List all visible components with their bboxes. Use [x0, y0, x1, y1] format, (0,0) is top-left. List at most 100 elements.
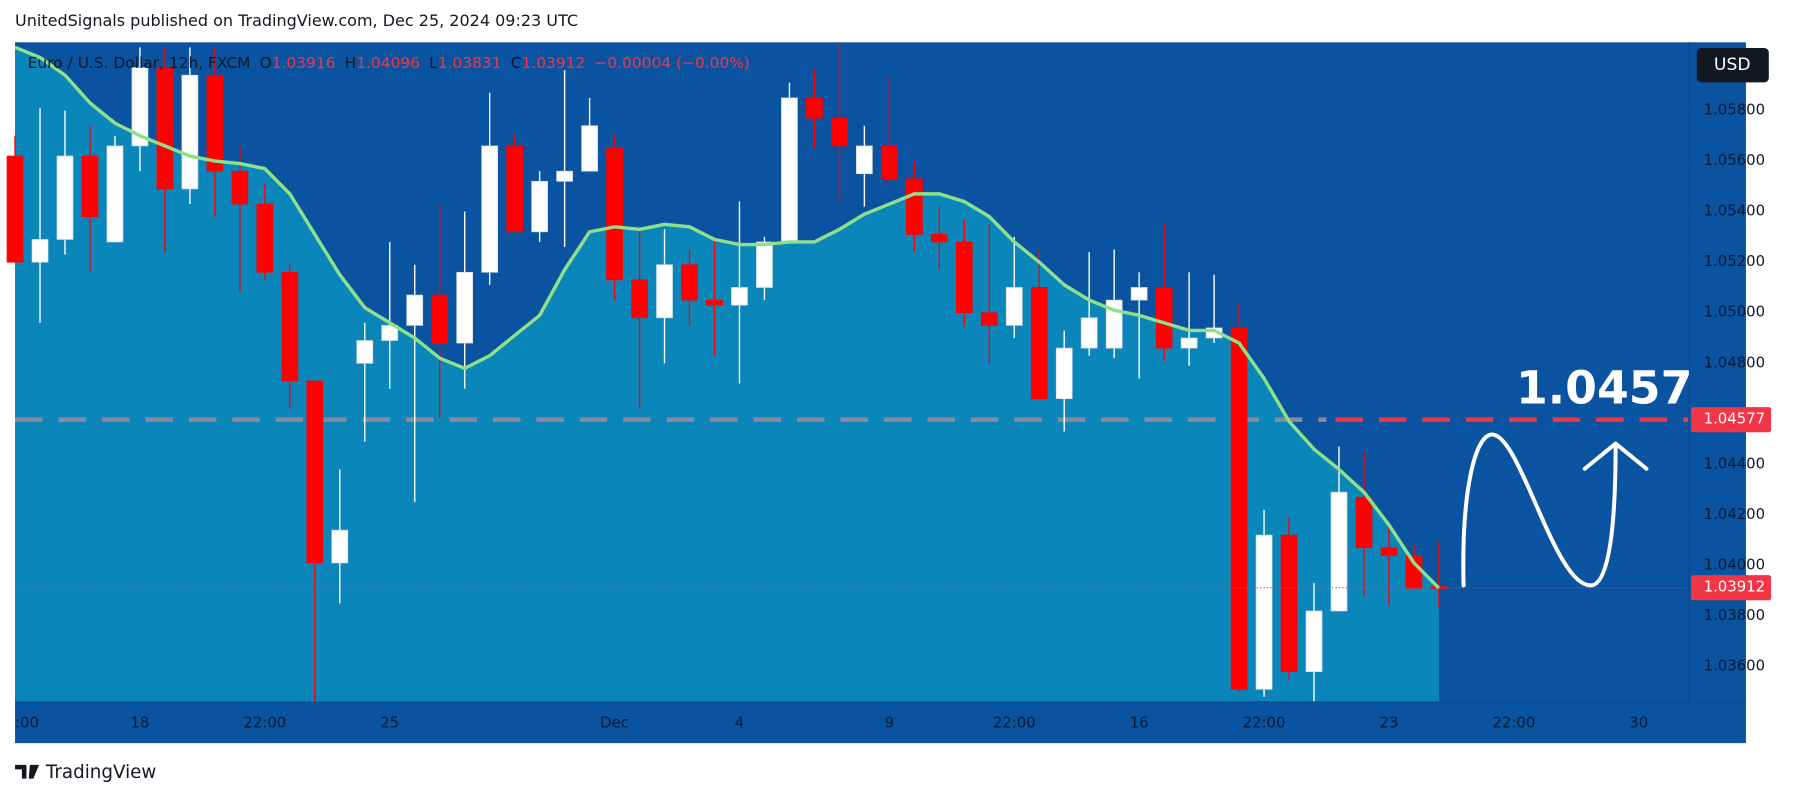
candle-body [806, 97, 823, 119]
x-tick-label: 30 [1629, 714, 1648, 732]
y-tick-label: 1.03800 [1704, 606, 1765, 624]
candle-body [1080, 317, 1098, 349]
candle-body [1255, 534, 1273, 690]
brand-logo [15, 764, 40, 779]
candle-body [756, 241, 773, 288]
legend-o: O [260, 53, 272, 71]
candle-body [31, 239, 49, 263]
candle-body [955, 241, 973, 314]
candle-body [531, 180, 548, 233]
candle-body [856, 145, 873, 175]
x-tick-label: 25 [380, 714, 399, 732]
currency-label[interactable]: USD [1714, 55, 1751, 75]
candle-body [231, 170, 249, 205]
y-tick-label: 1.05000 [1704, 303, 1765, 321]
y-tick-label: 1.03600 [1704, 657, 1765, 675]
x-tick-label: 23 [1380, 714, 1399, 732]
candle-body [930, 234, 948, 243]
candle-body [1005, 287, 1023, 326]
legend-high: 1.04096 [356, 53, 420, 71]
candle-body [81, 155, 99, 218]
x-tick-label: 9 [885, 714, 894, 732]
candle-body [1355, 496, 1373, 549]
candle-body [281, 271, 299, 382]
candle-body [1130, 287, 1148, 301]
brand-name: TradingView [45, 762, 157, 783]
x-tick-label: 22:00 [993, 714, 1036, 732]
candle-body [381, 325, 399, 341]
candle-body [431, 294, 449, 344]
candle-body [656, 264, 673, 319]
legend-h: H [345, 53, 357, 71]
x-tick-label: 18 [130, 714, 149, 732]
candle-body [56, 155, 74, 240]
x-tick-label: :00 [15, 714, 39, 732]
candle-body [331, 529, 349, 564]
target-annotation: 1.0457 [1516, 361, 1692, 414]
candle-body [631, 279, 648, 319]
candle-body [6, 155, 24, 263]
y-tick-label: 1.05200 [1704, 252, 1765, 270]
legend-open: 1.03916 [272, 53, 336, 71]
candle-body [581, 125, 598, 172]
candle-body [1030, 287, 1048, 400]
legend-low: 1.03831 [438, 53, 502, 71]
candle-body [256, 203, 274, 273]
candle-body [1055, 347, 1073, 400]
x-tick-label: 22:00 [1243, 714, 1286, 732]
candle-body [481, 145, 499, 273]
candle-body [731, 287, 748, 306]
candle-body [1280, 534, 1298, 672]
legend-change: −0.00004 (−0.00%) [594, 53, 750, 71]
candle-body [306, 380, 324, 564]
last-price-box [1691, 575, 1772, 601]
last-price-label: 1.03912 [1704, 578, 1765, 596]
legend-c: C [511, 53, 522, 71]
publish-header: UnitedSignals published on TradingView.c… [15, 11, 578, 30]
y-tick-label: 1.05400 [1704, 202, 1765, 220]
level-price-box [1691, 407, 1772, 433]
candle-body [706, 299, 723, 306]
candle-body [1330, 491, 1348, 612]
legend: Euro / U.S. Dollar, 12h, FXCM O1.03916 H1.… [28, 53, 750, 71]
x-tick-label: 22:00 [1492, 714, 1535, 732]
plot-area: 1.03600 1.03800 1.04000 1.04200 1.04400 1.048… [6, 42, 1772, 732]
candle-body [1305, 610, 1323, 672]
candle-body [905, 178, 923, 235]
candle-body [456, 271, 474, 344]
level-price-label: 1.04577 [1704, 410, 1765, 428]
y-tick-label: 1.04000 [1704, 555, 1765, 573]
x-tick-label: Dec [600, 714, 629, 732]
candle-body [681, 264, 698, 301]
candle-body [406, 294, 424, 326]
candle-body [831, 117, 848, 147]
candle-body [506, 145, 523, 233]
y-tick-label: 1.04200 [1704, 505, 1765, 523]
candle-body [106, 145, 124, 243]
candle-body [181, 74, 199, 190]
candle-body [206, 74, 224, 172]
legend-symbol: Euro / U.S. Dollar, 12h, FXCM [28, 53, 251, 71]
candle-body [1380, 547, 1398, 556]
legend-l: L [429, 53, 438, 71]
candle-body [156, 67, 174, 190]
y-tick-label: 1.05800 [1704, 101, 1765, 119]
candle-body [606, 148, 623, 281]
candle-body [881, 145, 898, 180]
candle-body [356, 340, 374, 364]
y-tick-label: 1.04400 [1704, 454, 1765, 472]
drawn-arrow [1461, 432, 1649, 588]
x-tick-label: 22:00 [243, 714, 286, 732]
candle-body [1155, 287, 1173, 349]
candle-body [781, 97, 798, 243]
x-tick-label: 16 [1130, 714, 1149, 732]
candle-body [1180, 337, 1198, 349]
y-tick-label: 1.04800 [1704, 353, 1765, 371]
candle-body [556, 170, 573, 182]
x-tick-label: 4 [735, 714, 744, 732]
candle-body [131, 67, 149, 147]
currency-button[interactable] [1696, 48, 1769, 83]
y-tick-label: 1.05600 [1704, 151, 1765, 169]
candle-body [1230, 327, 1248, 690]
